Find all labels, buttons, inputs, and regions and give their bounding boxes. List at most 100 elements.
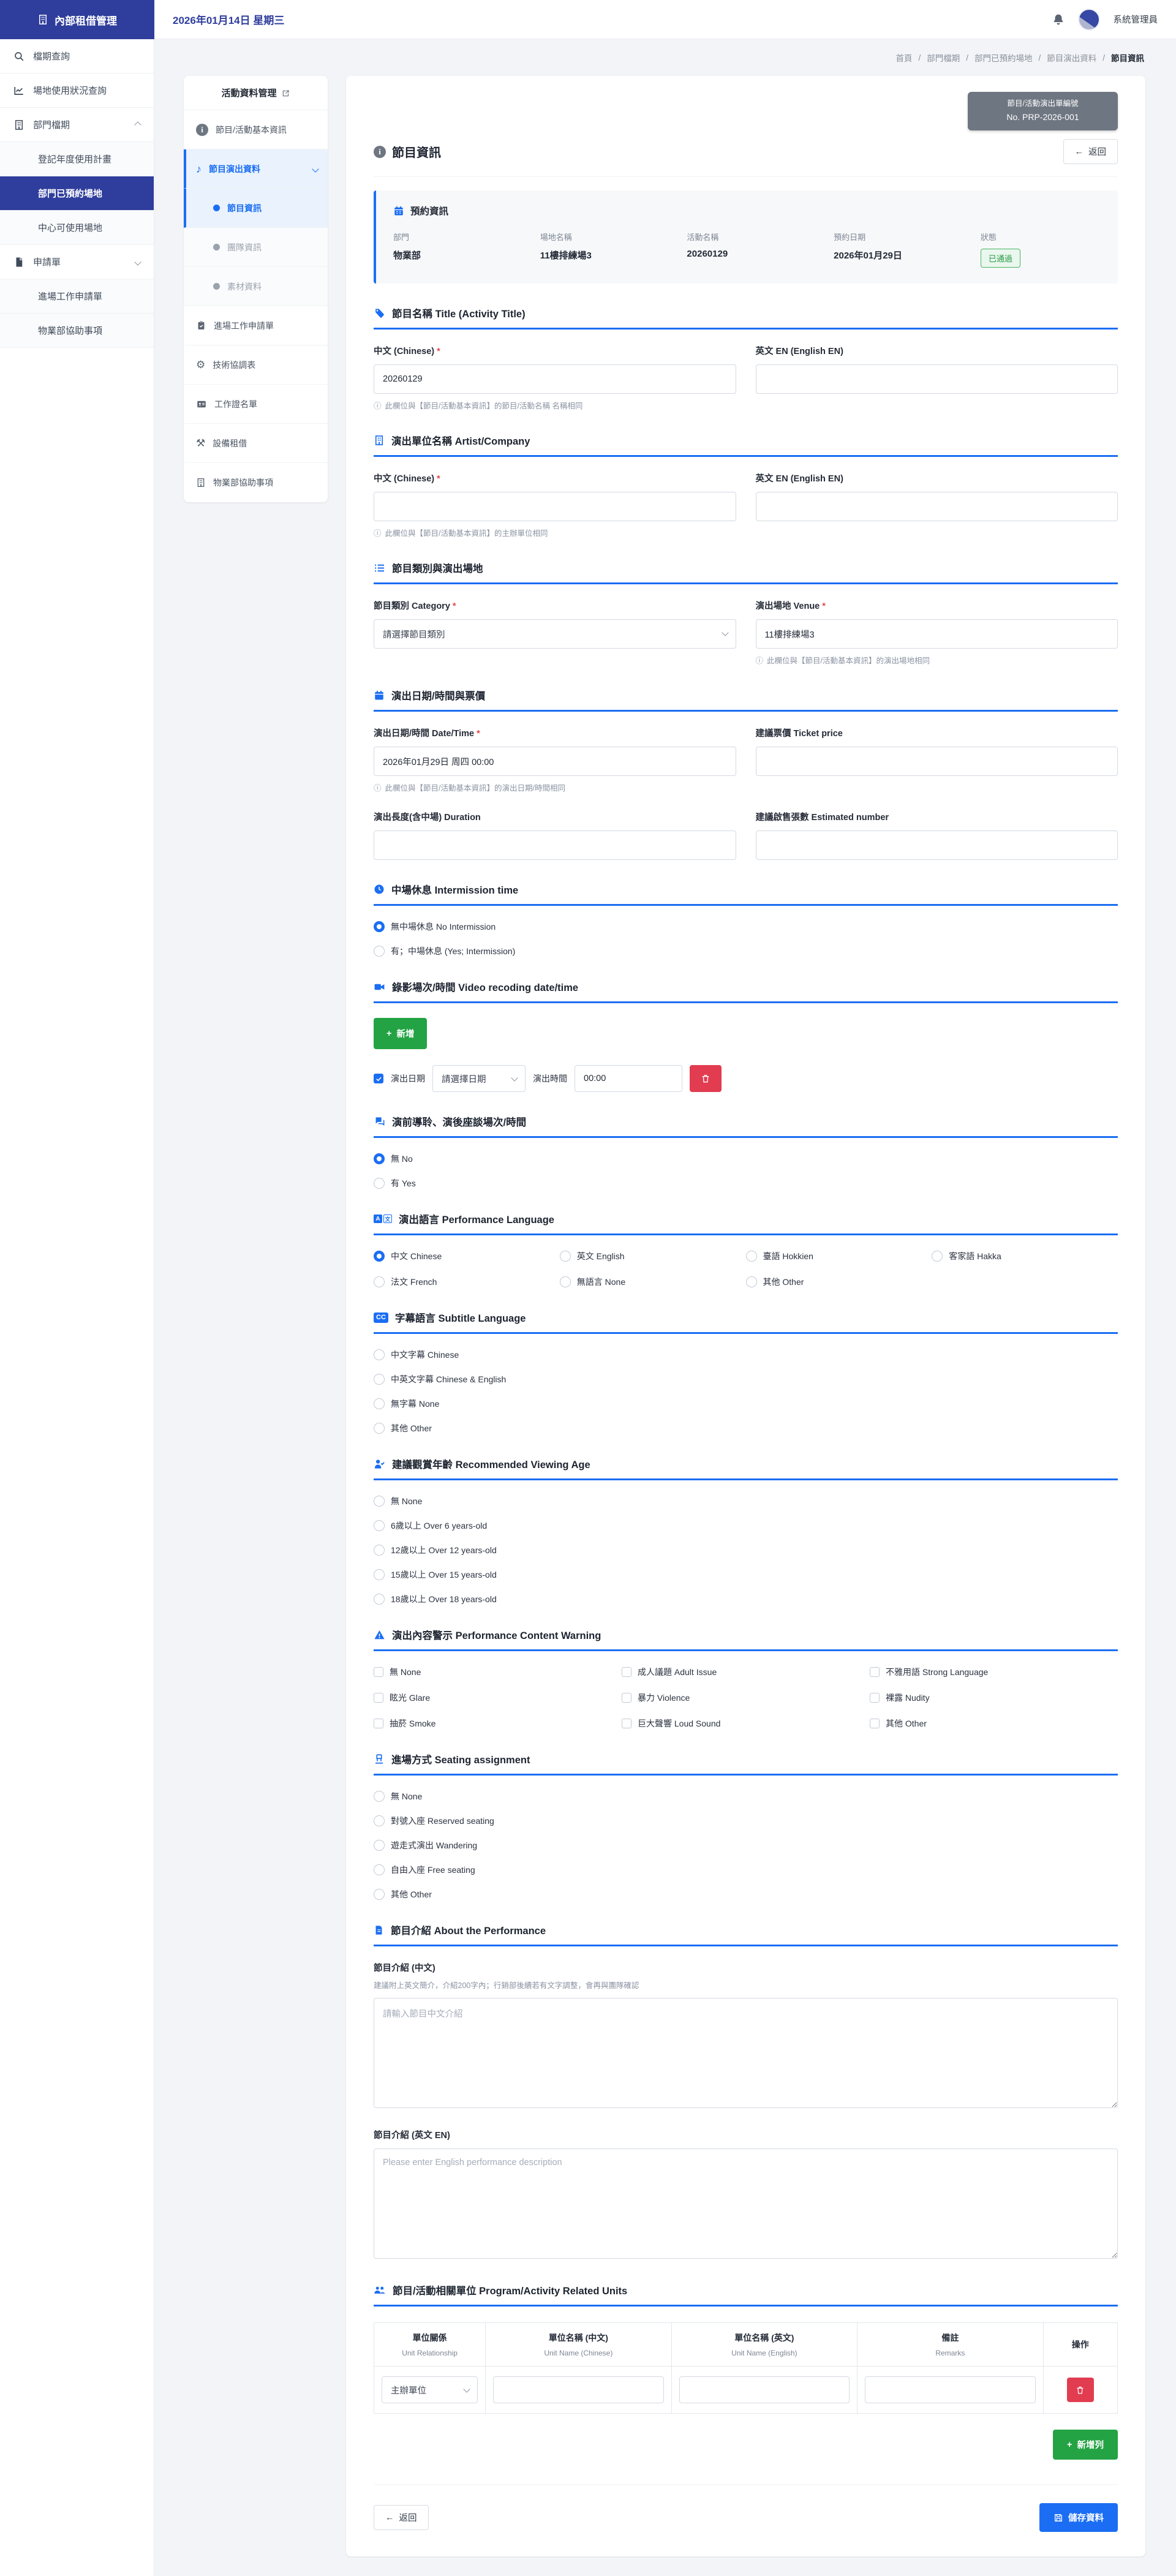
radio-option-age-none[interactable]: 無 None — [374, 1495, 1118, 1507]
recording-date-select[interactable]: 請選擇日期 — [432, 1065, 526, 1093]
category-select[interactable]: 請選擇節目類別 — [374, 619, 736, 649]
subnav-item-performance-data[interactable]: ♪ 節目演出資料 — [184, 149, 328, 189]
radio-option-age-over15[interactable]: 15歲以上 Over 15 years-old — [374, 1569, 1118, 1581]
sidebar-item-application-forms[interactable]: 申請單 — [0, 245, 154, 279]
radio-option-age-over6[interactable]: 6歲以上 Over 6 years-old — [374, 1520, 1118, 1532]
recording-time-input[interactable] — [575, 1065, 682, 1093]
checkbox-option-warning-none[interactable]: 無 None — [374, 1666, 622, 1678]
artist-zh-input[interactable] — [374, 492, 736, 522]
unit-name-en-input[interactable] — [679, 2376, 850, 2404]
ticket-price-input[interactable] — [755, 747, 1118, 777]
checkbox-checked-icon[interactable] — [374, 1074, 383, 1084]
radio-option-reserved-seating[interactable]: 對號入座 Reserved seating — [374, 1815, 1118, 1827]
sidebar-item-entry-work-form[interactable]: 進場工作申請單 — [0, 279, 154, 314]
radio-option-lang-hokkien[interactable]: 臺語 Hokkien — [745, 1250, 932, 1262]
radio-option-age-over12[interactable]: 12歲以上 Over 12 years-old — [374, 1544, 1118, 1556]
bell-icon[interactable] — [1052, 13, 1065, 26]
radio-option-lang-other[interactable]: 其他 Other — [745, 1276, 932, 1288]
section-activity-title: 節目名稱 Title (Activity Title) 中文 (Chinese)… — [374, 306, 1118, 411]
section-heading: 演出語言 Performance Language — [399, 1215, 554, 1226]
radio-option-pretalk-yes[interactable]: 有 Yes — [374, 1177, 1118, 1189]
radio-option-lang-hakka[interactable]: 客家語 Hakka — [932, 1250, 1118, 1262]
radio-option-subtitle-zh-en[interactable]: 中英文字幕 Chinese & English — [374, 1373, 1118, 1385]
checkbox-option-nudity[interactable]: 裸露 Nudity — [870, 1692, 1118, 1704]
checkbox-option-warning-other[interactable]: 其他 Other — [870, 1717, 1118, 1730]
radio-option-wandering[interactable]: 遊走式演出 Wandering — [374, 1839, 1118, 1851]
subnav-item-program-info[interactable]: 節目資訊 — [184, 189, 328, 228]
field-label: 節目類別 Category * — [374, 601, 456, 612]
radio-icon — [374, 1864, 385, 1876]
venue-input[interactable] — [755, 619, 1118, 649]
delete-row-button[interactable] — [1066, 2378, 1094, 2403]
radio-option-lang-french[interactable]: 法文 French — [374, 1276, 560, 1288]
subnav-item-tech-coordination[interactable]: ⚙ 技術協調表 — [184, 345, 328, 385]
breadcrumb-item[interactable]: 部門已預約場地 — [974, 54, 1033, 63]
add-recording-button[interactable]: + 新增 — [374, 1018, 428, 1050]
subnav-item-team-info[interactable]: 團隊資訊 — [184, 228, 328, 267]
radio-option-seating-none[interactable]: 無 None — [374, 1790, 1118, 1802]
radio-option-free-seating[interactable]: 自由入座 Free seating — [374, 1864, 1118, 1876]
checkbox-option-adult-issue[interactable]: 成人議題 Adult Issue — [622, 1666, 870, 1678]
breadcrumb-item[interactable]: 首頁 — [895, 54, 913, 63]
checkbox-option-loud-sound[interactable]: 巨大聲響 Loud Sound — [622, 1717, 870, 1730]
radio-option-yes-intermission[interactable]: 有；中場休息 (Yes; Intermission) — [374, 945, 1118, 957]
about-en-textarea[interactable] — [374, 2149, 1118, 2259]
sidebar-item-annual-plan[interactable]: 登記年度使用計畫 — [0, 142, 154, 176]
radio-option-no-intermission[interactable]: 無中場休息 No Intermission — [374, 921, 1118, 933]
sidebar-item-property-assist[interactable]: 物業部協助事項 — [0, 314, 154, 348]
app-logo[interactable]: 內部租借管理 — [0, 0, 154, 39]
radio-option-lang-chinese[interactable]: 中文 Chinese — [374, 1250, 560, 1262]
subnav-item-basic-info[interactable]: i 節目/活動基本資訊 — [184, 110, 328, 149]
sidebar-item-reserved-venues[interactable]: 部門已預約場地 — [0, 176, 154, 211]
estimated-number-input[interactable] — [755, 830, 1118, 861]
back-button-bottom[interactable]: ← 返回 — [374, 2505, 429, 2531]
title-zh-input[interactable] — [374, 364, 736, 394]
sidebar-item-label: 登記年度使用計畫 — [38, 154, 112, 165]
subnav-item-material-data[interactable]: 素材資料 — [184, 267, 328, 306]
breadcrumb-item[interactable]: 部門檔期 — [927, 54, 960, 63]
subnav-item-property-assist[interactable]: 物業部協助事項 — [184, 463, 328, 502]
add-row-button[interactable]: + 新增列 — [1053, 2430, 1118, 2460]
sidebar-item-schedule-search[interactable]: 檔期查詢 — [0, 39, 154, 73]
about-zh-textarea[interactable] — [374, 1998, 1118, 2109]
section-heading: 建議觀賞年齡 Recommended Viewing Age — [392, 1459, 590, 1471]
user-avatar[interactable] — [1077, 8, 1100, 31]
radio-option-subtitle-chinese[interactable]: 中文字幕 Chinese — [374, 1349, 1118, 1361]
sidebar-item-department-schedule[interactable]: 部門檔期 — [0, 108, 154, 142]
unit-name-zh-input[interactable] — [493, 2376, 664, 2404]
delete-recording-button[interactable] — [690, 1065, 722, 1093]
artist-en-input[interactable] — [755, 492, 1118, 522]
cc-icon: CC — [374, 1312, 388, 1323]
table-row: 主辦單位 — [373, 2366, 1118, 2414]
radio-option-age-over18[interactable]: 18歲以上 Over 18 years-old — [374, 1593, 1118, 1605]
external-link-icon[interactable] — [282, 89, 290, 97]
breadcrumb-item[interactable]: 節目演出資料 — [1047, 54, 1097, 63]
field-label: 建議票價 Ticket price — [755, 729, 843, 739]
unit-remarks-input[interactable] — [865, 2376, 1036, 2404]
radio-option-subtitle-none[interactable]: 無字幕 None — [374, 1398, 1118, 1410]
checkbox-option-smoke[interactable]: 抽菸 Smoke — [374, 1717, 622, 1730]
subnav-item-entry-work-form[interactable]: 進場工作申請單 — [184, 306, 328, 345]
column-header-remarks: 備註 Remarks — [857, 2322, 1044, 2367]
radio-option-subtitle-other[interactable]: 其他 Other — [374, 1422, 1118, 1434]
sidebar-item-venue-usage[interactable]: 場地使用狀況查詢 — [0, 73, 154, 108]
title-en-input[interactable] — [755, 364, 1118, 394]
unit-relationship-select[interactable]: 主辦單位 — [382, 2376, 478, 2404]
sidebar-item-available-venues[interactable]: 中心可使用場地 — [0, 211, 154, 245]
radio-option-pretalk-no[interactable]: 無 No — [374, 1153, 1118, 1165]
checkbox-option-strong-language[interactable]: 不雅用語 Strong Language — [870, 1666, 1118, 1678]
checkbox-option-glare[interactable]: 眩光 Glare — [374, 1692, 622, 1704]
checkbox-option-violence[interactable]: 暴力 Violence — [622, 1692, 870, 1704]
back-button-top[interactable]: ← 返回 — [1063, 139, 1118, 165]
subnav-item-work-permit-list[interactable]: 工作證名單 — [184, 385, 328, 424]
radio-option-seating-other[interactable]: 其他 Other — [374, 1888, 1118, 1900]
clock-icon — [374, 884, 385, 895]
radio-option-lang-none[interactable]: 無語言 None — [559, 1276, 746, 1288]
save-button[interactable]: 儲存資料 — [1039, 2503, 1118, 2533]
radio-option-lang-english[interactable]: 英文 English — [559, 1250, 746, 1262]
duration-input[interactable] — [374, 830, 736, 861]
field-hint: ⓘ 此欄位與【節目/活動基本資訊】的節目/活動名稱 名稱相同 — [374, 399, 736, 411]
subnav-item-equipment-rental[interactable]: ⚒ 設備租借 — [184, 424, 328, 463]
datetime-input[interactable] — [374, 747, 736, 777]
subnav-title: 活動資料管理 — [184, 76, 328, 110]
